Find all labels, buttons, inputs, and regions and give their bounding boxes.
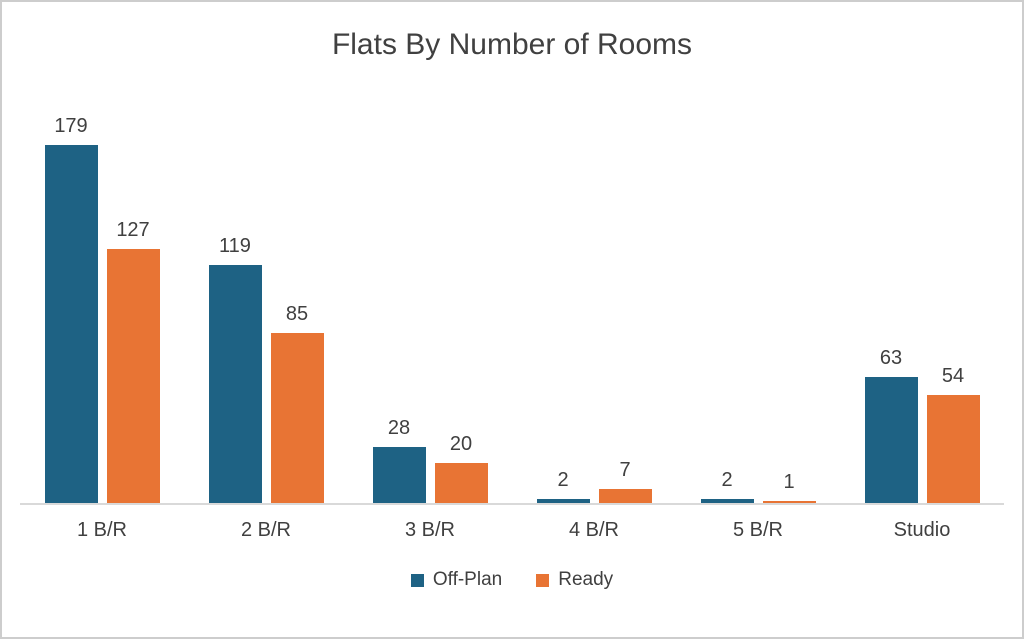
- x-axis-label: 3 B/R: [404, 519, 456, 541]
- bar-column: 2: [536, 469, 590, 503]
- bar-value-label: 2: [721, 469, 733, 491]
- legend: Off-Plan Ready: [2, 569, 1022, 591]
- bar-column: 63: [864, 347, 918, 503]
- bar-value-label: 54: [941, 365, 965, 387]
- bar-column: 85: [270, 303, 324, 503]
- bar-off-plan: [864, 377, 918, 503]
- x-axis-label: 1 B/R: [76, 519, 128, 541]
- chart-title: Flats By Number of Rooms: [331, 28, 693, 61]
- bar-off-plan: [536, 499, 590, 503]
- bar-group: 28 20: [348, 96, 512, 503]
- bar-column: 20: [434, 433, 488, 503]
- bar-group: 63 54: [840, 96, 1004, 503]
- bar-off-plan: [372, 447, 426, 503]
- bar-value-label: 85: [285, 303, 309, 325]
- x-axis-label: Studio: [893, 519, 951, 541]
- bar-ready: [926, 395, 980, 503]
- bar-column: 1: [762, 471, 816, 503]
- bar-column: 127: [106, 219, 160, 503]
- legend-swatch-icon: [410, 573, 424, 587]
- bar-ready: [434, 463, 488, 503]
- bar-ready: [106, 249, 160, 503]
- bar-group: 119 85: [184, 96, 348, 503]
- bar-value-label: 28: [387, 417, 411, 439]
- legend-swatch-icon: [536, 573, 550, 587]
- bar-off-plan: [44, 145, 98, 503]
- legend-item: Off-Plan: [410, 569, 503, 591]
- x-axis-label: 5 B/R: [732, 519, 784, 541]
- bar-ready: [270, 333, 324, 503]
- legend-item: Ready: [536, 569, 613, 591]
- bar-column: 7: [598, 459, 652, 503]
- bar-ready: [762, 501, 816, 503]
- bar-off-plan: [208, 265, 262, 503]
- bar-column: 28: [372, 417, 426, 503]
- bar-group: 179 127: [20, 96, 184, 503]
- bar-value-label: 2: [557, 469, 569, 491]
- bar-value-label: 127: [116, 219, 150, 241]
- x-axis-label: 4 B/R: [568, 519, 620, 541]
- bar-off-plan: [700, 499, 754, 503]
- bar-value-label: 63: [879, 347, 903, 369]
- bar-value-label: 119: [219, 235, 251, 257]
- bar-value-label: 1: [783, 471, 795, 493]
- bar-ready: [598, 489, 652, 503]
- bar-column: 179: [44, 115, 98, 503]
- bar-value-label: 20: [449, 433, 473, 455]
- legend-label: Ready: [558, 569, 614, 590]
- x-axis-label: 2 B/R: [240, 519, 292, 541]
- bar-column: 119: [208, 235, 262, 503]
- bar-column: 2: [700, 469, 754, 503]
- legend-label: Off-Plan: [432, 569, 503, 590]
- x-axis: 1 B/R 2 B/R 3 B/R 4 B/R 5 B/R Studio: [20, 505, 1004, 542]
- bar-value-label: 179: [54, 115, 88, 137]
- bar-value-label: 7: [619, 459, 631, 481]
- bar-column: 54: [926, 365, 980, 503]
- plot-area: 179 127 119 85 28 20 2 7 2 1 63 54: [20, 96, 1004, 505]
